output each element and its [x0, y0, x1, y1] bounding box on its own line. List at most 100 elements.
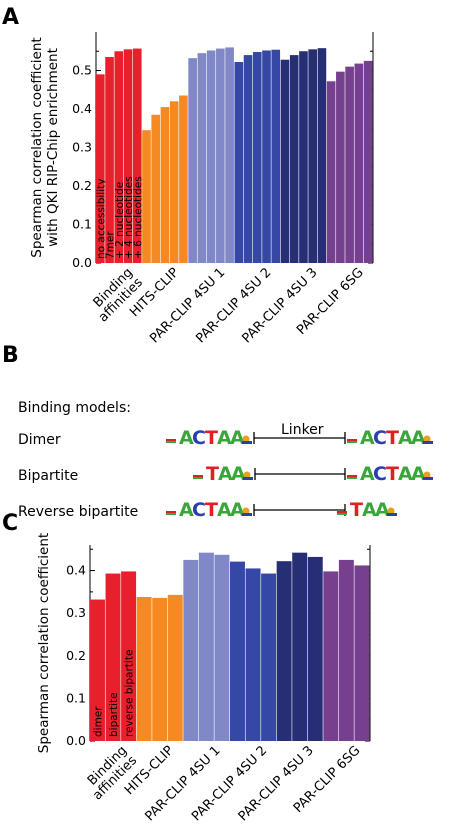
- bar-par-clip-4su-1-4: [216, 48, 225, 264]
- dimer-right-motif-tail-mark: [423, 441, 433, 444]
- bar-label: 7mer: [105, 231, 117, 259]
- dimer-right-motif-letter: A: [398, 427, 413, 449]
- bar-par-clip-6sg-1: [326, 81, 336, 263]
- bar-hits-clip-3: [167, 594, 183, 741]
- panel-c-letter: C: [2, 511, 18, 536]
- reverse-bipartite-right-motif-low-info-mark: [337, 511, 347, 513]
- bar-label: + 4 nucleotides: [123, 176, 135, 259]
- y-tick-label: 0.3: [72, 140, 92, 155]
- reverse-bipartite-right-motif-letter: T: [350, 499, 363, 521]
- y-tick-label: 0.0: [66, 733, 86, 748]
- bar-par-clip-4su-2-2: [245, 568, 261, 741]
- bar-hits-clip-2: [151, 114, 161, 264]
- dimer-left-motif-low-info-mark: [166, 441, 176, 443]
- reverse-bipartite-left-motif-letter: C: [192, 499, 206, 521]
- y-axis-label-line-0: Spearman correlation coefficient: [36, 533, 52, 753]
- bipartite-right-motif-letter: A: [411, 463, 426, 485]
- y-tick-label: 0.1: [72, 217, 92, 232]
- dimer-left-motif-tail-mark: [242, 435, 250, 443]
- bar-binding-affinities-3: [114, 51, 124, 263]
- bar-par-clip-4su-1-3: [214, 554, 230, 741]
- bar-par-clip-4su-1-5: [225, 47, 234, 264]
- bipartite-left-motif-letter: T: [206, 463, 219, 485]
- bar-binding-affinities-3: [121, 571, 137, 741]
- reverse-bipartite-left-motif-letter: A: [179, 499, 194, 521]
- dimer-left-motif-low-info-mark: [166, 439, 176, 441]
- bar-label: + 2 nucleotide: [114, 182, 126, 259]
- bar-par-clip-4su-3-3: [299, 51, 308, 263]
- dimer-right-motif-low-info-mark: [347, 441, 357, 443]
- bipartite-right-motif-tail-mark: [423, 477, 433, 480]
- reverse-bipartite-right-motif-letter: A: [362, 499, 377, 521]
- dimer-left-motif-letter: A: [217, 427, 232, 449]
- reverse-bipartite-right-motif-tail-mark: [387, 507, 395, 515]
- y-tick-label: 0.1: [66, 690, 86, 705]
- binding-models-panel: Binding models: Dimer Bipartite Reverse …: [18, 400, 433, 521]
- reverse-bipartite-left-motif-letter: A: [217, 499, 232, 521]
- bipartite-right-motif-letter: A: [360, 463, 375, 485]
- dimer-right-motif-tail-mark: [423, 435, 431, 443]
- bar-par-clip-6sg-3: [354, 565, 370, 741]
- reverse-bipartite-right-motif-tail-mark: [387, 513, 397, 516]
- bar-par-clip-6sg-3: [345, 66, 354, 264]
- bar-binding-affinities-1: [96, 74, 105, 263]
- bar-par-clip-4su-1-3: [206, 50, 216, 264]
- y-tick-label: 0.4: [66, 563, 86, 578]
- bar-binding-affinities-2: [105, 573, 121, 741]
- dimer-right-motif-low-info-mark: [347, 439, 357, 441]
- bar-binding-affinities-1: [90, 599, 105, 741]
- bar-par-clip-6sg-4: [354, 63, 364, 263]
- y-tick-label: 0.5: [72, 63, 92, 78]
- bar-par-clip-4su-2-2: [243, 55, 253, 263]
- dimer-right-motif-letter: T: [386, 427, 399, 449]
- bar-par-clip-4su-3-2: [292, 552, 308, 741]
- bar-label: no accessibility: [95, 179, 107, 259]
- dimer-right-motif-letter: A: [360, 427, 375, 449]
- bar-hits-clip-5: [179, 95, 188, 264]
- reverse-bipartite-left-motif-letter: T: [205, 499, 218, 521]
- dimer-left-motif-letter: T: [205, 427, 218, 449]
- bar-hits-clip-1: [136, 596, 152, 741]
- bipartite-right-motif-low-info-mark: [347, 475, 357, 477]
- bar-par-clip-4su-1-1: [183, 559, 199, 741]
- bipartite-right-motif-low-info-mark: [347, 477, 357, 479]
- bar-par-clip-4su-3-1: [280, 59, 290, 263]
- y-tick-label: 0.4: [72, 101, 92, 116]
- bar-par-clip-4su-1-2: [198, 552, 214, 741]
- bar-par-clip-4su-3-3: [307, 556, 323, 741]
- bar-par-clip-4su-1-2: [197, 53, 207, 263]
- bar-par-clip-6sg-1: [323, 571, 339, 741]
- y-axis-label-line-0: Spearman correlation coefficient: [29, 37, 45, 257]
- bar-label: dimer: [93, 706, 105, 737]
- y-tick-label: 0.2: [66, 648, 86, 663]
- dimer-left-motif-letter: C: [192, 427, 206, 449]
- bipartite-left-motif-letter: A: [231, 463, 246, 485]
- bipartite-right-motif-letter: A: [398, 463, 413, 485]
- bar-par-clip-4su-2-3: [261, 573, 277, 741]
- reverse-bipartite-left-motif-letter: A: [230, 499, 245, 521]
- bipartite-left-motif-low-info-mark: [193, 477, 203, 479]
- bar-label: reverse bipartite: [124, 650, 136, 737]
- reverse-bipartite-right-motif-letter: A: [375, 499, 390, 521]
- bipartite-left-motif-tail-mark: [243, 477, 253, 480]
- bipartite-right-motif-letter: C: [373, 463, 387, 485]
- bar-par-clip-4su-3-5: [317, 48, 327, 263]
- bipartite-left-motif-letter: A: [218, 463, 233, 485]
- bar-binding-affinities-4: [123, 49, 133, 264]
- bipartite-right-motif-letter: T: [386, 463, 399, 485]
- bar-par-clip-6sg-5: [363, 60, 373, 263]
- bar-label: + 6 nucleotides: [132, 176, 144, 259]
- bar-binding-affinities-2: [105, 57, 114, 264]
- model-name-reverse-bipartite: Reverse bipartite: [18, 504, 138, 520]
- bipartite-left-motif-low-info-mark: [193, 475, 203, 477]
- bar-par-clip-4su-2-1: [230, 561, 245, 741]
- dimer-right-motif-letter: C: [373, 427, 387, 449]
- bar-hits-clip-4: [169, 101, 179, 263]
- bar-par-clip-4su-2-5: [271, 49, 281, 264]
- y-tick-label: 0.0: [72, 255, 92, 270]
- model-name-bipartite: Bipartite: [18, 468, 78, 484]
- dimer-left-motif-letter: A: [230, 427, 245, 449]
- linker-label: Linker: [281, 422, 324, 438]
